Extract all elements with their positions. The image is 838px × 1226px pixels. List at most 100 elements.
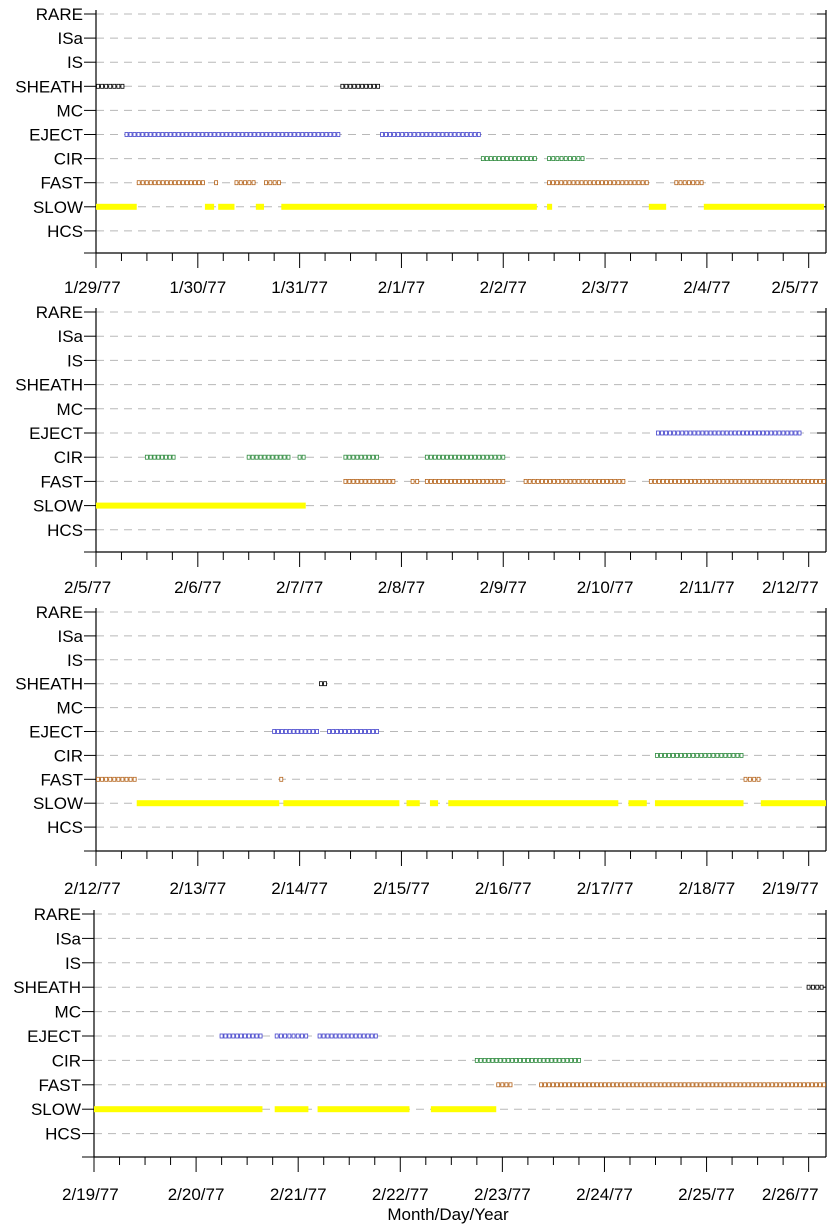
interval-marker bbox=[316, 132, 321, 137]
interval-marker bbox=[363, 478, 368, 484]
interval-marker bbox=[579, 1082, 583, 1088]
interval-marker bbox=[489, 478, 494, 484]
interval-marker bbox=[683, 753, 688, 758]
interval-marker bbox=[681, 478, 685, 484]
category-label: IS bbox=[67, 651, 83, 670]
interval-marker bbox=[493, 478, 498, 484]
interval-marker bbox=[283, 1033, 288, 1039]
interval-marker bbox=[765, 430, 770, 436]
interval-marker bbox=[716, 430, 721, 436]
interval-marker bbox=[634, 1082, 639, 1088]
category-label: RARE bbox=[36, 5, 83, 24]
interval-marker bbox=[730, 1082, 735, 1088]
interval-marker bbox=[192, 132, 197, 137]
category-label: FAST bbox=[38, 1076, 81, 1095]
category-label: FAST bbox=[40, 770, 83, 789]
interval-marker bbox=[737, 478, 742, 484]
interval-marker bbox=[445, 478, 449, 484]
cir-interval bbox=[343, 454, 380, 460]
sheath-interval bbox=[340, 83, 381, 89]
interval-marker bbox=[539, 1082, 544, 1088]
x-tick-label: 2/20/77 bbox=[168, 1185, 225, 1204]
interval-marker bbox=[324, 132, 329, 137]
interval-marker bbox=[691, 180, 696, 186]
interval-marker bbox=[773, 478, 778, 484]
interval-marker bbox=[344, 83, 349, 89]
interval-marker bbox=[797, 478, 802, 484]
interval-marker bbox=[465, 478, 469, 484]
interval-marker bbox=[551, 180, 556, 186]
interval-marker bbox=[560, 478, 565, 484]
interval-marker bbox=[704, 430, 709, 436]
interval-marker bbox=[782, 1082, 787, 1088]
interval-marker bbox=[650, 1082, 655, 1088]
interval-marker bbox=[632, 180, 637, 186]
interval-marker bbox=[128, 132, 133, 137]
panel-2: RARE ISa IS SHEATH MC EJECT CIR FAST SLOW HCS 2/5/… bbox=[15, 303, 827, 597]
interval-marker bbox=[96, 83, 100, 89]
interval-marker bbox=[357, 1033, 362, 1039]
interval-marker bbox=[778, 1082, 783, 1088]
interval-marker bbox=[575, 180, 580, 186]
interval-marker bbox=[806, 1082, 810, 1088]
interval-marker bbox=[798, 1082, 803, 1088]
category-label: EJECT bbox=[29, 126, 83, 145]
interval-marker bbox=[300, 132, 305, 137]
interval-marker bbox=[331, 729, 336, 734]
interval-marker bbox=[387, 478, 392, 484]
interval-marker bbox=[132, 776, 137, 782]
interval-marker bbox=[682, 180, 687, 186]
interval-marker bbox=[197, 180, 201, 186]
interval-marker bbox=[299, 729, 304, 734]
interval-marker bbox=[739, 753, 744, 758]
fast-interval bbox=[234, 180, 256, 186]
interval-marker bbox=[818, 478, 822, 484]
interval-marker bbox=[646, 1082, 651, 1088]
interval-marker bbox=[745, 430, 749, 436]
interval-marker bbox=[705, 478, 710, 484]
interval-marker bbox=[347, 454, 352, 460]
interval-marker bbox=[518, 1058, 522, 1063]
interval-marker bbox=[815, 984, 820, 990]
interval-marker bbox=[164, 132, 169, 137]
category-label: SHEATH bbox=[15, 77, 83, 96]
fast-interval bbox=[648, 478, 826, 484]
interval-marker bbox=[361, 1033, 366, 1039]
interval-marker bbox=[371, 478, 376, 484]
interval-marker bbox=[757, 478, 762, 484]
interval-marker bbox=[100, 83, 104, 89]
interval-marker bbox=[537, 1058, 542, 1063]
interval-marker bbox=[630, 1082, 635, 1088]
interval-marker bbox=[758, 1082, 763, 1088]
interval-marker bbox=[108, 83, 113, 89]
interval-marker bbox=[337, 1033, 342, 1039]
interval-marker bbox=[168, 180, 173, 186]
interval-marker bbox=[621, 478, 626, 484]
interval-marker bbox=[351, 478, 356, 484]
interval-marker bbox=[510, 1058, 515, 1063]
interval-marker bbox=[609, 478, 614, 484]
interval-marker bbox=[684, 430, 689, 436]
interval-marker bbox=[501, 478, 506, 484]
category-label: EJECT bbox=[29, 723, 83, 742]
interval-marker bbox=[702, 1082, 707, 1088]
interval-marker bbox=[659, 753, 663, 758]
interval-marker bbox=[670, 1082, 675, 1088]
interval-marker bbox=[548, 478, 552, 484]
interval-marker bbox=[735, 753, 740, 758]
interval-marker bbox=[449, 478, 453, 484]
category-label: SHEATH bbox=[13, 978, 81, 997]
interval-marker bbox=[498, 1058, 503, 1063]
interval-marker bbox=[822, 478, 826, 484]
interval-marker bbox=[375, 729, 379, 734]
interval-marker bbox=[410, 478, 415, 484]
interval-marker bbox=[238, 180, 243, 186]
interval-marker bbox=[766, 1082, 771, 1088]
interval-marker bbox=[481, 454, 486, 460]
interval-marker bbox=[572, 478, 577, 484]
interval-marker bbox=[473, 478, 478, 484]
interval-marker bbox=[501, 454, 506, 460]
interval-marker bbox=[276, 729, 280, 734]
interval-marker bbox=[172, 132, 177, 137]
interval-marker bbox=[726, 1082, 731, 1088]
